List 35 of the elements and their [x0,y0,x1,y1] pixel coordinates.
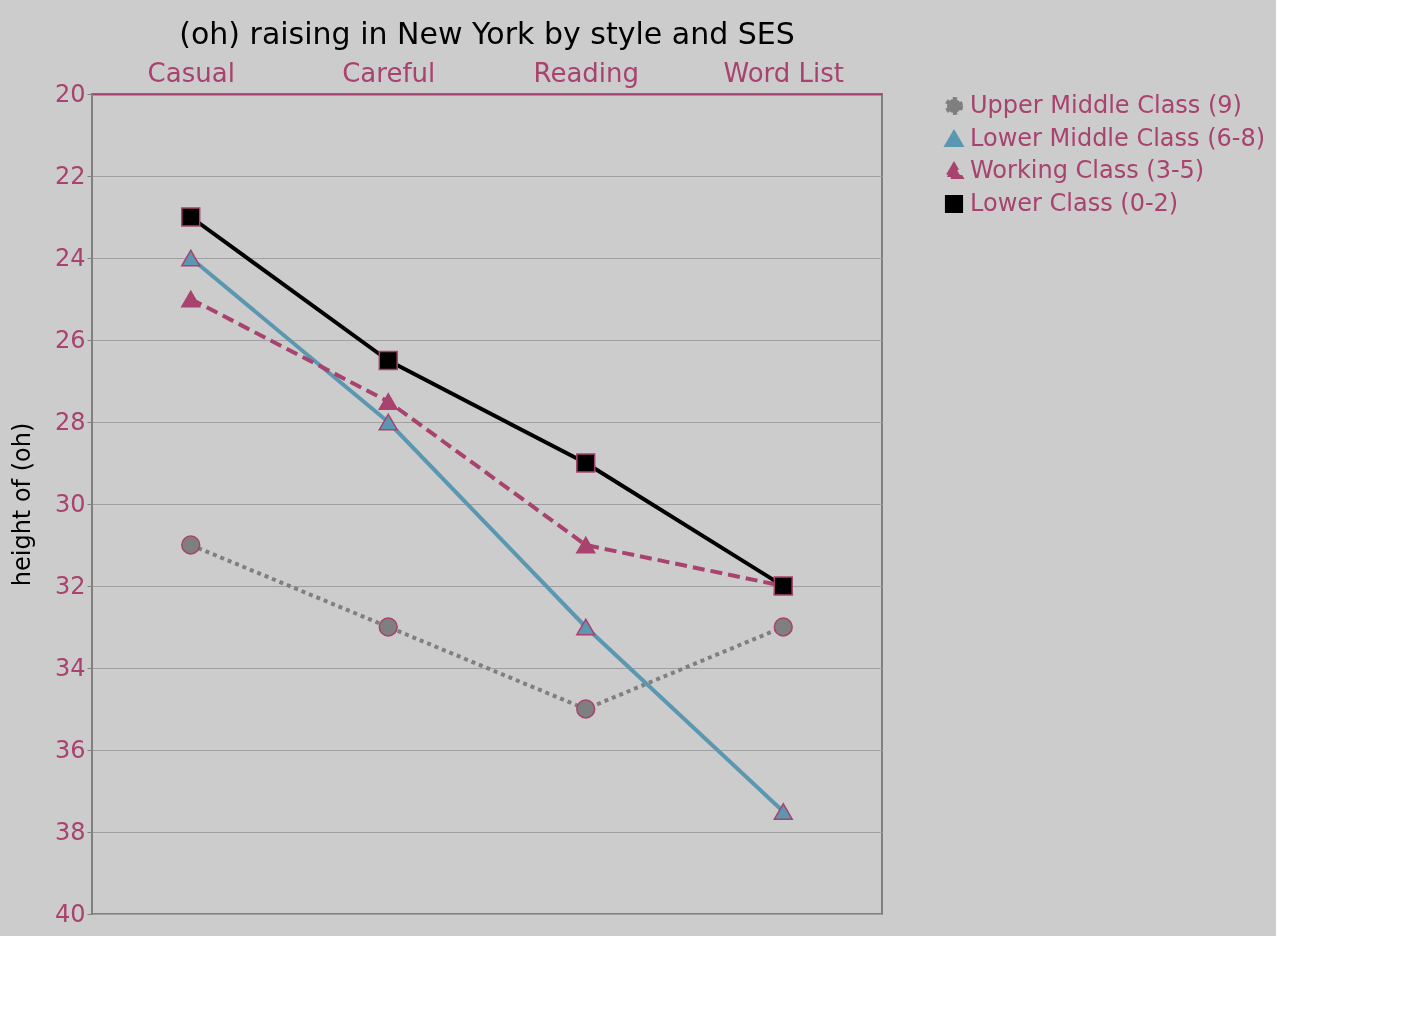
point [181,290,201,308]
point [181,249,201,267]
x-tick-label: Casual [147,57,235,88]
point [378,617,398,637]
point [773,617,793,637]
x-tick-label: Word List [723,57,845,88]
y-tick-label: 20 [54,79,86,108]
legend-label: Upper Middle Class (9) [970,91,1242,119]
point [576,536,596,554]
y-tick-label: 36 [54,735,86,764]
y-tick-label: 26 [54,325,86,354]
point [378,350,398,371]
point [181,535,201,555]
point [576,618,596,636]
x-tick-label: Careful [342,57,436,88]
y-tick-label: 28 [54,407,86,436]
legend-label: Working Class (3-5) [970,156,1205,184]
point [773,803,793,820]
point [378,413,398,431]
y-tick-label: 34 [54,653,86,682]
chart-title: (oh) raising in New York by style and SES [179,16,795,51]
legend-label: Lower Class (0-2) [970,189,1179,217]
point [576,699,596,719]
legend-label: Lower Middle Class (6-8) [970,124,1266,152]
y-axis-title: height of (oh) [7,422,36,587]
point [181,207,201,227]
y-tick-label: 30 [54,489,86,518]
y-tick-label: 38 [54,817,86,846]
point [378,393,398,410]
y-tick-label: 32 [54,571,86,600]
y-tick-label: 40 [54,899,86,928]
point [576,453,596,473]
y-tick-label: 22 [54,161,86,190]
y-tick-label: 24 [54,243,86,272]
x-tick-label: Reading [533,57,640,88]
